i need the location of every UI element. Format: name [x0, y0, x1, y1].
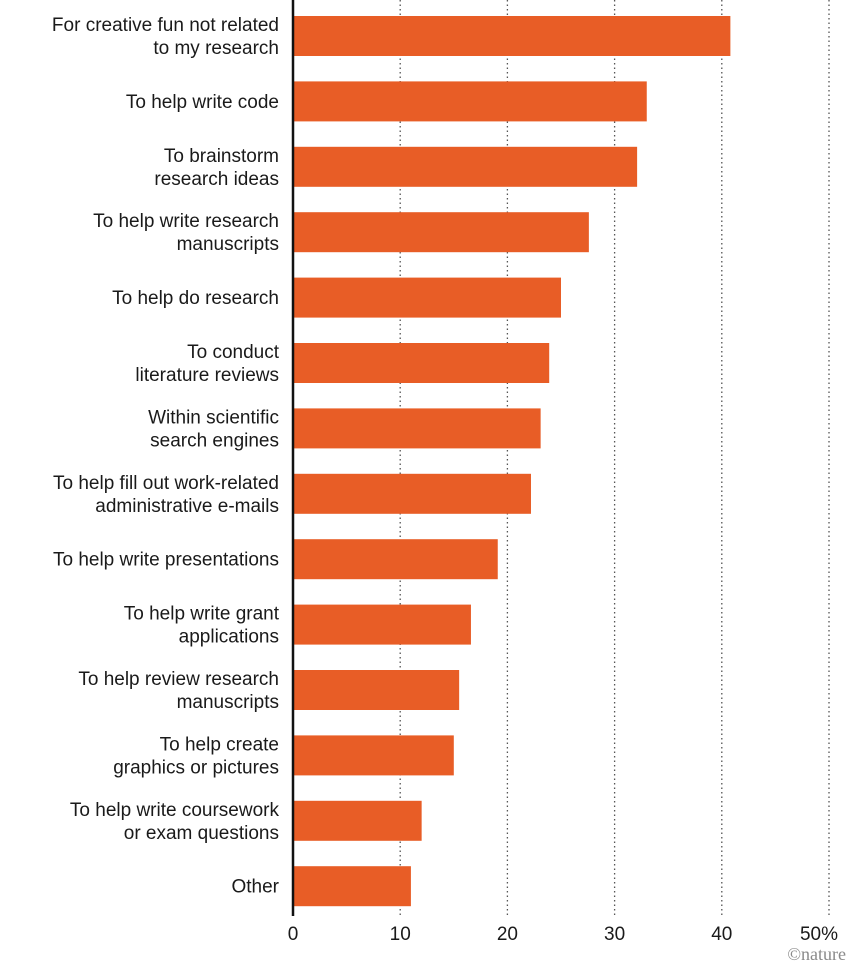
bars [293, 16, 731, 907]
x-tick-labels: 0 10 20 30 40 50% [288, 924, 838, 945]
credit-label: ©nature [787, 944, 846, 964]
gridlines [399, 0, 830, 916]
category-label: For creative fun not related [52, 15, 279, 36]
category-label: applications [179, 627, 279, 648]
category-label: To help write research [93, 211, 279, 232]
bar [293, 473, 531, 514]
category-label: To brainstorm [164, 146, 279, 167]
category-label: graphics or pictures [113, 757, 279, 778]
bar [293, 212, 589, 253]
bar [293, 146, 638, 187]
category-label: Other [231, 877, 279, 898]
category-label: research ideas [154, 169, 279, 190]
bar [293, 408, 541, 449]
category-label: administrative e-mails [95, 496, 279, 517]
category-label: to my research [153, 38, 279, 59]
x-tick-label: 40 [711, 924, 732, 945]
category-label: To help write code [126, 92, 279, 113]
bar [293, 343, 550, 383]
category-label: To conduct [187, 342, 280, 363]
x-tick-label: 10 [390, 924, 411, 945]
category-label: To help fill out work-related [53, 473, 279, 494]
category-label: To help create [160, 734, 279, 755]
bar [293, 735, 454, 776]
bar [293, 539, 498, 580]
category-label: search engines [150, 430, 279, 451]
bar [293, 800, 422, 841]
bar [293, 604, 471, 645]
category-label: Within scientific [148, 407, 279, 428]
category-label: To help write grant [124, 604, 280, 625]
category-label: To help review research [78, 669, 279, 690]
category-label: manuscripts [177, 692, 279, 713]
bar [293, 866, 411, 907]
bar [293, 81, 647, 122]
category-label: To help do research [112, 288, 279, 309]
x-tick-label: 30 [604, 924, 625, 945]
category-label: To help write presentations [53, 550, 279, 571]
category-label: or exam questions [124, 823, 279, 844]
category-label: literature reviews [135, 365, 279, 386]
bar [293, 16, 731, 56]
x-tick-label: 50% [800, 924, 838, 945]
category-label: manuscripts [177, 234, 279, 255]
x-tick-label: 0 [288, 924, 299, 945]
bar [293, 670, 460, 710]
category-label: To help write coursework [70, 800, 280, 821]
x-tick-label: 20 [497, 924, 518, 945]
bar [293, 277, 561, 318]
